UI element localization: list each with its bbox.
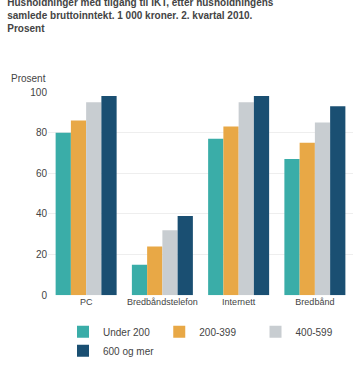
svg-text:80: 80: [36, 127, 48, 138]
svg-text:60: 60: [36, 168, 48, 179]
svg-text:40: 40: [36, 208, 48, 219]
svg-text:Bredbåndstelefon: Bredbåndstelefon: [127, 297, 198, 307]
svg-text:Bredbånd: Bredbånd: [295, 297, 334, 307]
svg-text:Under 200: Under 200: [103, 327, 150, 338]
svg-text:200-399: 200-399: [199, 327, 236, 338]
svg-text:20: 20: [36, 249, 48, 260]
svg-text:400-599: 400-599: [296, 327, 333, 338]
svg-text:100: 100: [30, 87, 47, 98]
svg-text:Internett: Internett: [222, 297, 256, 307]
svg-text:PC: PC: [80, 297, 93, 307]
svg-text:Husholdninger med tilgang til: Husholdninger med tilgang til IKT, etter…: [7, 0, 274, 34]
svg-text:0: 0: [41, 290, 47, 301]
svg-text:Prosent: Prosent: [11, 73, 46, 84]
svg-text:600 og mer: 600 og mer: [103, 346, 154, 357]
